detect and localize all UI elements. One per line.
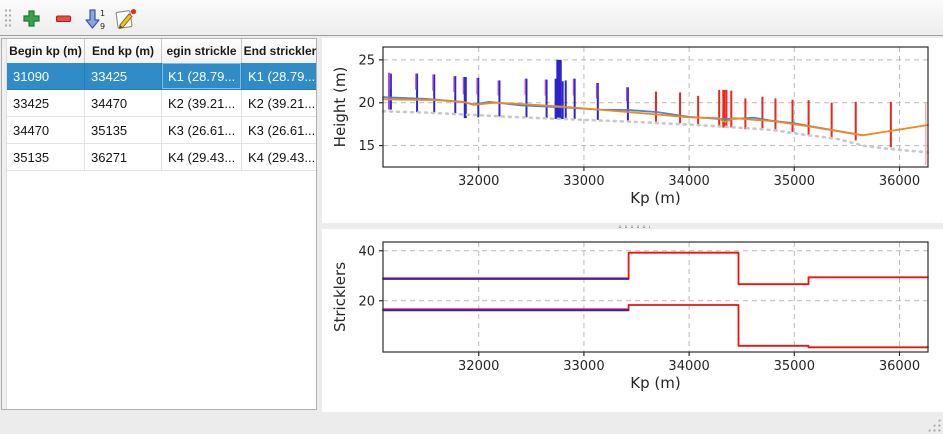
svg-text:33000: 33000 <box>563 174 604 189</box>
table-body: 31090 33425 K1 (28.79... K1 (28.79... 33425 3… <box>7 63 316 409</box>
table-cell[interactable]: K1 (28.79... <box>162 63 242 90</box>
table-cell[interactable]: K4 (29.43... <box>242 144 316 171</box>
table-cell[interactable]: K2 (39.21... <box>242 90 316 117</box>
minus-icon <box>55 15 71 23</box>
svg-text:15: 15 <box>358 139 375 154</box>
col-header-end-kp[interactable]: End kp (m) <box>85 39 162 63</box>
table-cell[interactable]: 34470 <box>7 117 85 144</box>
svg-text:1: 1 <box>100 9 105 18</box>
table-row[interactable]: 33425 34470 K2 (39.21... K2 (39.21... <box>7 90 316 117</box>
size-grip[interactable] <box>927 418 941 432</box>
svg-text:Kp (m): Kp (m) <box>630 189 680 207</box>
svg-text:9: 9 <box>100 22 105 30</box>
svg-text:32000: 32000 <box>458 174 499 189</box>
sort-numeric-icon: 1 9 <box>85 9 105 30</box>
svg-text:36000: 36000 <box>879 174 920 189</box>
svg-text:20: 20 <box>358 96 375 111</box>
col-header-end-strickler[interactable]: End strickler <box>243 44 317 58</box>
col-header-begin-strickler[interactable]: egin strickle <box>162 39 242 63</box>
table-row[interactable]: 35135 36271 K4 (29.43... K4 (29.43... <box>7 144 316 171</box>
height-profile-chart: 32000 33000 34000 35000 36000 15 20 25 Kp (m) Hei… <box>331 46 930 207</box>
table-header-row: Begin kp (m) End kp (m) egin strickle En… <box>7 39 316 64</box>
strickler-table: Begin kp (m) End kp (m) egin strickle En… <box>1 38 317 410</box>
table-cell[interactable]: 33425 <box>85 63 162 90</box>
svg-text:40: 40 <box>358 244 375 259</box>
table-cell[interactable]: K4 (29.43... <box>162 144 242 171</box>
svg-text:34000: 34000 <box>668 359 709 374</box>
status-strip <box>0 412 943 434</box>
charts-panel: 32000 33000 34000 35000 36000 15 20 25 Kp (m) Hei… <box>322 38 943 412</box>
svg-text:Kp (m): Kp (m) <box>630 374 680 392</box>
svg-text:20: 20 <box>358 294 375 309</box>
table-row-header-strip <box>2 39 7 409</box>
table-cell[interactable]: K3 (26.61... <box>242 117 316 144</box>
table-row[interactable]: 34470 35135 K3 (26.61... K3 (26.61... <box>7 117 316 144</box>
table-cell[interactable]: K3 (26.61... <box>162 117 242 144</box>
table-cell[interactable]: 33425 <box>7 90 85 117</box>
table-cell[interactable]: 35135 <box>85 117 162 144</box>
table-cell[interactable]: K2 (39.21... <box>162 90 242 117</box>
toolbar-drag-handle[interactable] <box>4 8 12 29</box>
remove-row-button[interactable] <box>50 6 76 31</box>
svg-text:35000: 35000 <box>774 174 815 189</box>
table-cell[interactable]: 31090 <box>7 63 85 90</box>
svg-text:34000: 34000 <box>668 174 709 189</box>
table-cell[interactable]: 35135 <box>7 144 85 171</box>
toolbar: 1 9 <box>0 0 943 36</box>
svg-text:Stricklers: Stricklers <box>331 262 349 332</box>
plus-icon <box>22 10 40 27</box>
edit-pencil-icon <box>115 8 137 29</box>
svg-text:35000: 35000 <box>774 359 815 374</box>
table-row[interactable]: 31090 33425 K1 (28.79... K1 (28.79... <box>7 63 316 90</box>
col-header-begin-kp[interactable]: Begin kp (m) <box>7 39 85 63</box>
svg-text:Height (m): Height (m) <box>331 67 349 148</box>
stricklers-chart: 32000 33000 34000 35000 36000 20 40 Kp (m) Stric… <box>331 241 929 392</box>
table-cell[interactable]: 34470 <box>85 90 162 117</box>
splitter-dots-icon <box>615 224 650 228</box>
svg-text:36000: 36000 <box>879 359 920 374</box>
edit-button[interactable] <box>113 6 139 31</box>
svg-text:25: 25 <box>358 53 375 68</box>
chart-splitter-handle[interactable] <box>322 223 943 229</box>
table-cell[interactable]: K1 (28.79... <box>242 63 316 90</box>
add-row-button[interactable] <box>18 6 44 31</box>
svg-text:32000: 32000 <box>458 359 499 374</box>
sort-button[interactable]: 1 9 <box>82 6 108 31</box>
svg-text:33000: 33000 <box>563 359 604 374</box>
table-cell[interactable]: 36271 <box>85 144 162 171</box>
